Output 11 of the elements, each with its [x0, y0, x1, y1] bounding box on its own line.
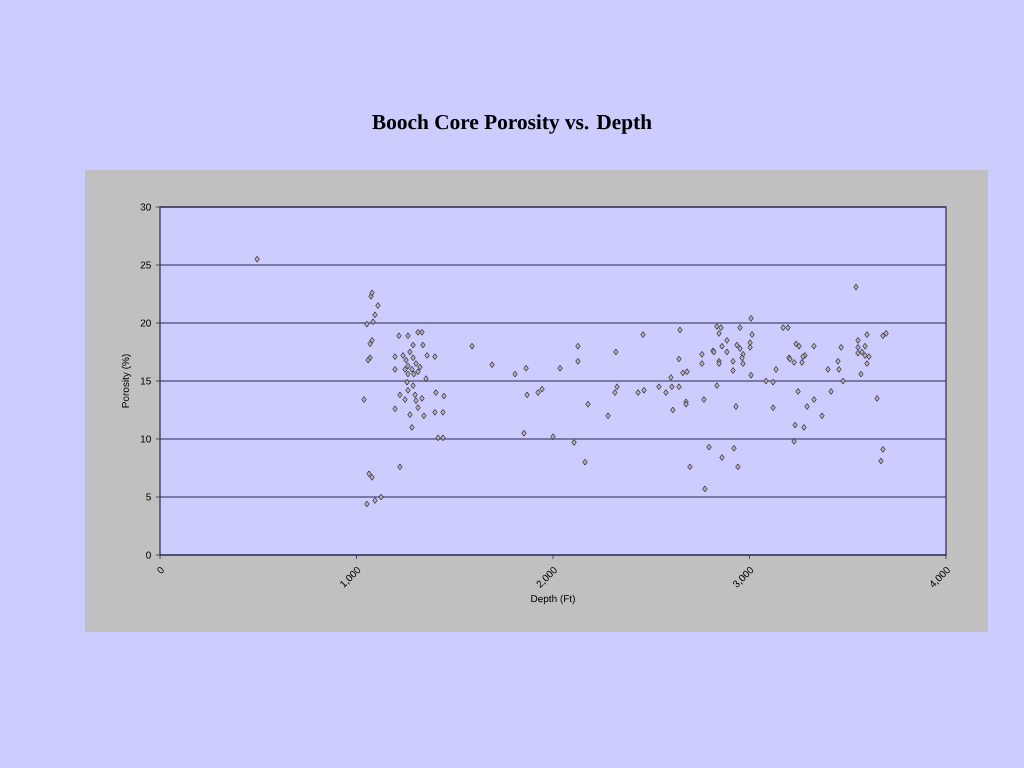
y-tick-label: 30 — [140, 203, 151, 211]
y-tick-label: 10 — [140, 435, 151, 443]
y-tick-label: 5 — [146, 493, 151, 501]
y-tick-label: 25 — [140, 261, 151, 269]
x-axis-title: Depth (Ft) — [531, 594, 575, 605]
x-tick-label: 0 — [157, 566, 164, 574]
y-tick-label: 15 — [140, 377, 151, 385]
y-tick-label: 20 — [140, 319, 151, 327]
y-tick-label: 0 — [146, 551, 151, 559]
chart-title: Booch Core Porosity vs. Depth — [372, 114, 652, 134]
y-axis-title: Porosity (%) — [121, 354, 132, 408]
